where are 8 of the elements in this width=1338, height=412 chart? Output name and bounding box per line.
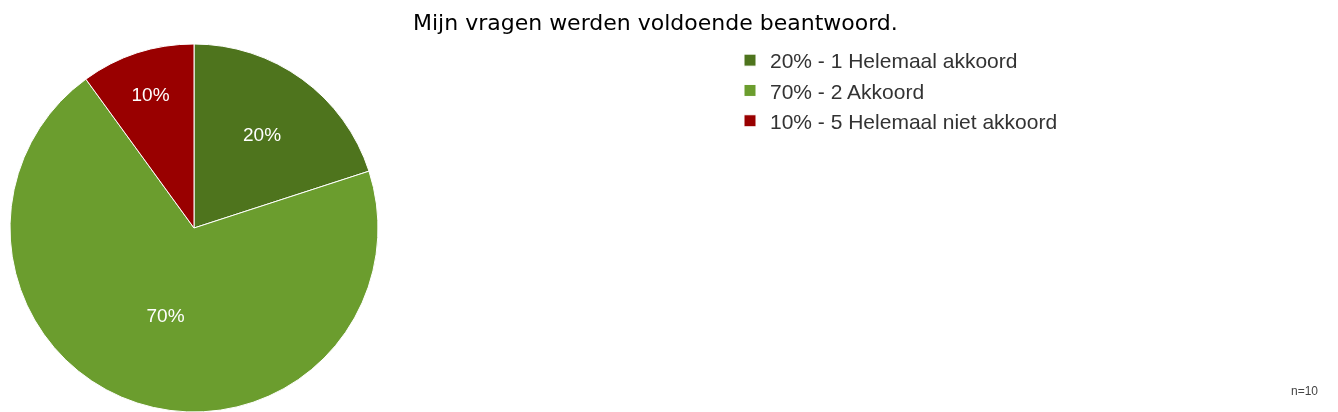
text: n=10 — [1291, 384, 1319, 398]
legend-label: 10% - 5 Helemaal niet akkoord — [770, 109, 1058, 133]
legend-label: 70% - 2 Akkoord — [770, 79, 925, 103]
data-label: 10% — [131, 83, 170, 105]
data-label: 20% — [243, 123, 282, 145]
data-label: 70% — [146, 305, 185, 326]
legend-label: 20% - 1 Helemaal akkoord — [770, 49, 1018, 73]
chart-title: Mijn vragen werden voldoende beantwoord. — [413, 9, 898, 35]
